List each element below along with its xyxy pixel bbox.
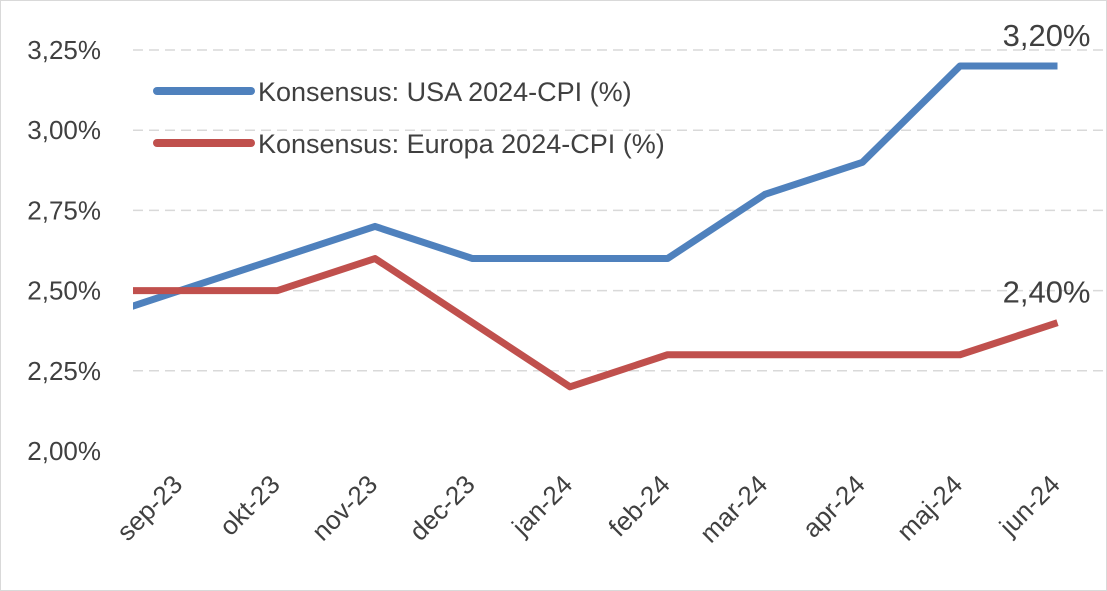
x-tick-label: sep-23 <box>111 469 188 546</box>
legend: Konsensus: USA 2024-CPI (%) Konsensus: Eu… <box>153 77 665 159</box>
y-tick-label: 3,25% <box>27 35 101 65</box>
y-axis-tick-labels: 2,00% 2,25% 2,50% 2,75% 3,00% 3,25% <box>27 35 101 466</box>
x-tick-label: dec-23 <box>403 469 480 546</box>
data-labels: 3,20% 2,40% <box>1003 18 1091 310</box>
x-tick-label: feb-24 <box>602 469 675 542</box>
x-tick-label: maj-24 <box>891 469 968 546</box>
series-line-usa <box>133 62 1058 310</box>
legend-label: Konsensus: Europa 2024-CPI (%) <box>258 129 665 159</box>
x-tick-label: jan-24 <box>505 469 578 542</box>
y-tick-label: 2,25% <box>27 356 101 386</box>
x-tick-label: mar-24 <box>694 469 773 548</box>
x-tick-label: apr-24 <box>796 469 870 543</box>
x-tick-label: okt-23 <box>213 469 285 541</box>
y-tick-label: 2,00% <box>27 436 101 466</box>
legend-label: Konsensus: USA 2024-CPI (%) <box>258 77 632 107</box>
x-tick-label: jun-24 <box>993 469 1066 542</box>
series-line-europa <box>133 255 1059 391</box>
series-lines <box>133 62 1059 391</box>
x-axis-tick-labels: sep-23 okt-23 nov-23 dec-23 jan-24 feb-24 mar-… <box>111 469 1066 548</box>
data-label: 2,40% <box>1003 275 1091 310</box>
y-tick-label: 2,50% <box>27 276 101 306</box>
data-label: 3,20% <box>1003 18 1091 53</box>
y-tick-label: 2,75% <box>27 195 101 225</box>
x-tick-label: nov-23 <box>306 469 383 546</box>
y-tick-label: 3,00% <box>27 115 101 145</box>
